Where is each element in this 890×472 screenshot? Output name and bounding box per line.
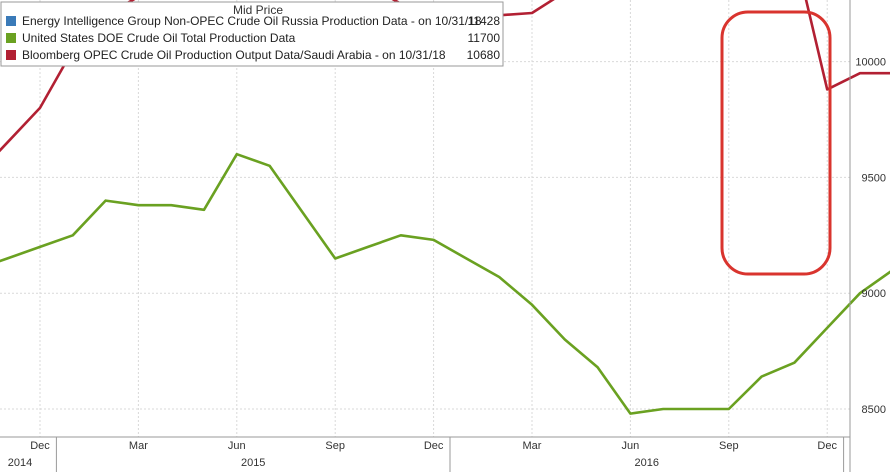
chart-title: Mid Price <box>233 3 283 17</box>
series-layer <box>0 0 890 415</box>
x-tick-label: Dec <box>30 440 50 452</box>
legend-label: United States DOE Crude Oil Total Produc… <box>22 31 296 45</box>
x-tick-label: Dec <box>817 440 837 452</box>
legend-value: 11700 <box>468 31 501 45</box>
legend-swatch <box>6 16 16 26</box>
y-tick-label: 10000 <box>855 57 886 69</box>
legend-box <box>0 1 504 67</box>
highlight-ellipse <box>720 10 832 276</box>
series-line-1 <box>0 152 890 415</box>
legend-swatch <box>6 50 16 60</box>
legend-value: 10680 <box>467 48 501 62</box>
legend-label: Bloomberg OPEC Crude Oil Production Outp… <box>22 48 446 62</box>
x-tick-label: Dec <box>424 440 444 452</box>
x-tick-label: Mar <box>523 440 542 452</box>
x-tick-label: Mar <box>129 440 148 452</box>
legend: Energy Intelligence Group Non-OPEC Crude… <box>6 14 500 62</box>
x-tick-label: Jun <box>228 440 246 452</box>
legend-swatch <box>6 33 16 43</box>
plot-background <box>0 0 850 437</box>
y-tick-label: 8500 <box>862 404 886 416</box>
x-tick-label: Sep <box>325 440 345 452</box>
legend-value: 11428 <box>468 14 501 28</box>
y-tick-label: 9000 <box>862 288 886 300</box>
x-year-label: 2014 <box>8 457 32 469</box>
y-tick-label: 9500 <box>862 172 886 184</box>
x-year-label: 2015 <box>241 457 265 469</box>
x-tick-label: Jun <box>622 440 640 452</box>
x-year-label: 2016 <box>635 457 659 469</box>
x-tick-label: Sep <box>719 440 739 452</box>
legend-label: Energy Intelligence Group Non-OPEC Crude… <box>22 14 482 28</box>
